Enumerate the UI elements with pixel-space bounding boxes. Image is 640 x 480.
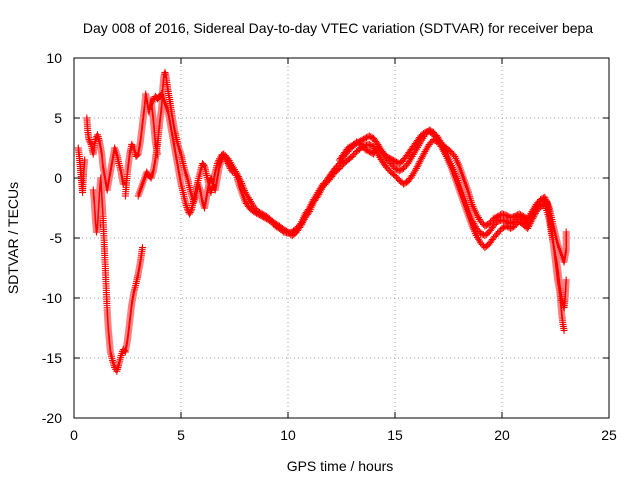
data-point (199, 161, 207, 169)
data-point (299, 217, 307, 225)
data-point (138, 244, 146, 252)
data-point (133, 151, 141, 159)
y-tick-label: -5 (50, 230, 63, 246)
y-tick-label: -20 (42, 410, 62, 426)
data-point (314, 192, 322, 200)
y-tick-label: 10 (46, 50, 62, 66)
data-point (186, 210, 194, 218)
y-axis-title: SDTVAR / TECUs (5, 182, 21, 294)
data-point (85, 136, 93, 144)
x-tick-label: 25 (601, 427, 617, 443)
series-arc-6 (147, 90, 570, 312)
data-point (186, 208, 194, 216)
data-point (187, 207, 195, 215)
data-point (526, 219, 534, 227)
data-point (417, 156, 425, 164)
data-point (449, 151, 457, 159)
data-point (298, 220, 306, 228)
series-arc-7 (335, 127, 570, 266)
data-point (525, 223, 533, 231)
data-point (235, 174, 243, 182)
data-point (233, 169, 241, 177)
y-tick-label: -15 (42, 350, 62, 366)
data-point (234, 173, 242, 181)
x-axis-title: GPS time / hours (287, 458, 394, 474)
chart-title: Day 008 of 2016, Sidereal Day-to-day VTE… (83, 20, 593, 36)
data-point (528, 216, 536, 224)
data-point (315, 190, 323, 198)
data-point (297, 222, 305, 230)
data-point (214, 158, 222, 166)
data-point (442, 151, 450, 159)
x-tick-label: 15 (387, 427, 403, 443)
x-tick-label: 10 (280, 427, 296, 443)
ticks: 0 5 10 15 20 25 -20 -15 -10 -5 0 5 10 (42, 50, 617, 443)
data-point (213, 160, 221, 168)
data-point (525, 221, 533, 229)
data-point (317, 187, 325, 195)
data-point (562, 228, 570, 236)
data-point (86, 139, 94, 147)
data-point (414, 161, 422, 169)
data-point (415, 159, 423, 167)
data-point (299, 219, 307, 227)
series-arc-2 (83, 114, 127, 194)
data-point (215, 156, 223, 164)
data-point (236, 176, 244, 184)
data-point (119, 180, 127, 188)
data-point (560, 326, 568, 334)
data-point (416, 158, 424, 166)
data-point (413, 163, 421, 171)
series-arc-3 (89, 174, 146, 375)
data-point (412, 164, 420, 172)
x-tick-label: 0 (70, 427, 78, 443)
y-tick-label: -10 (42, 290, 62, 306)
y-tick-label: 5 (54, 110, 62, 126)
data-point (524, 224, 532, 232)
x-tick-label: 20 (494, 427, 510, 443)
y-tick-label: 0 (54, 170, 62, 186)
series-arc-1 (74, 144, 89, 196)
data-point (441, 149, 449, 157)
data-point (233, 171, 241, 179)
data-point (316, 189, 324, 197)
data-point (419, 151, 427, 159)
grid (74, 58, 609, 418)
data-point (418, 153, 426, 161)
data-point (562, 276, 570, 284)
x-tick-label: 5 (177, 427, 185, 443)
data-point (418, 154, 426, 162)
data-points (74, 68, 570, 375)
data-point (81, 156, 89, 164)
